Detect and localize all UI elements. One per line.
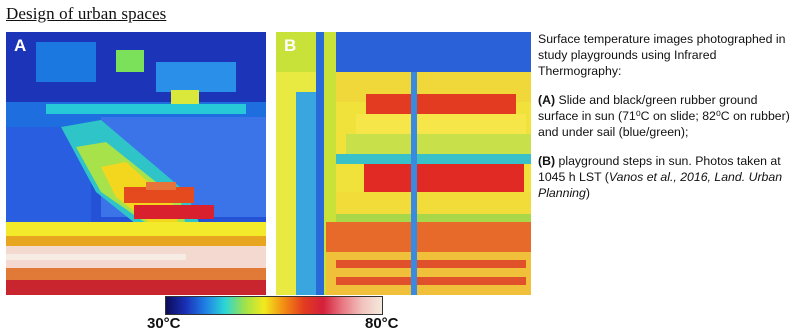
caption-part-b-label: (B): [538, 154, 556, 168]
caption-part-a-text: Slide and black/green rubber ground surf…: [538, 93, 790, 139]
figure-caption: Surface temperature images photographed …: [538, 31, 794, 214]
temperature-color-scale: [165, 296, 383, 315]
thermal-image-a: A: [6, 32, 266, 295]
section-heading: Design of urban spaces: [6, 4, 167, 23]
caption-citation: Vanos et al., 2016, Land. Urban Planning: [538, 170, 783, 200]
caption-part-b-close: ): [585, 186, 590, 200]
thermal-image-b-graphic: [276, 32, 531, 295]
thermal-image-b: B: [276, 32, 531, 295]
caption-intro: Surface temperature images photographed …: [538, 32, 786, 78]
panel-b-label: B: [284, 36, 297, 55]
thermal-image-a-graphic: [6, 32, 266, 295]
caption-part-a-label: (A): [538, 93, 556, 107]
caption-part-a: (A) Slide and black/green rubber ground …: [538, 92, 794, 140]
scale-min-label: 30°C: [147, 315, 181, 332]
caption-part-b: (B) playground steps in sun. Photos take…: [538, 153, 794, 201]
panel-a-label: A: [14, 36, 27, 55]
scale-max-label: 80°C: [365, 315, 399, 332]
caption-part-b-text: playground steps in sun. Photos taken at…: [538, 154, 781, 184]
